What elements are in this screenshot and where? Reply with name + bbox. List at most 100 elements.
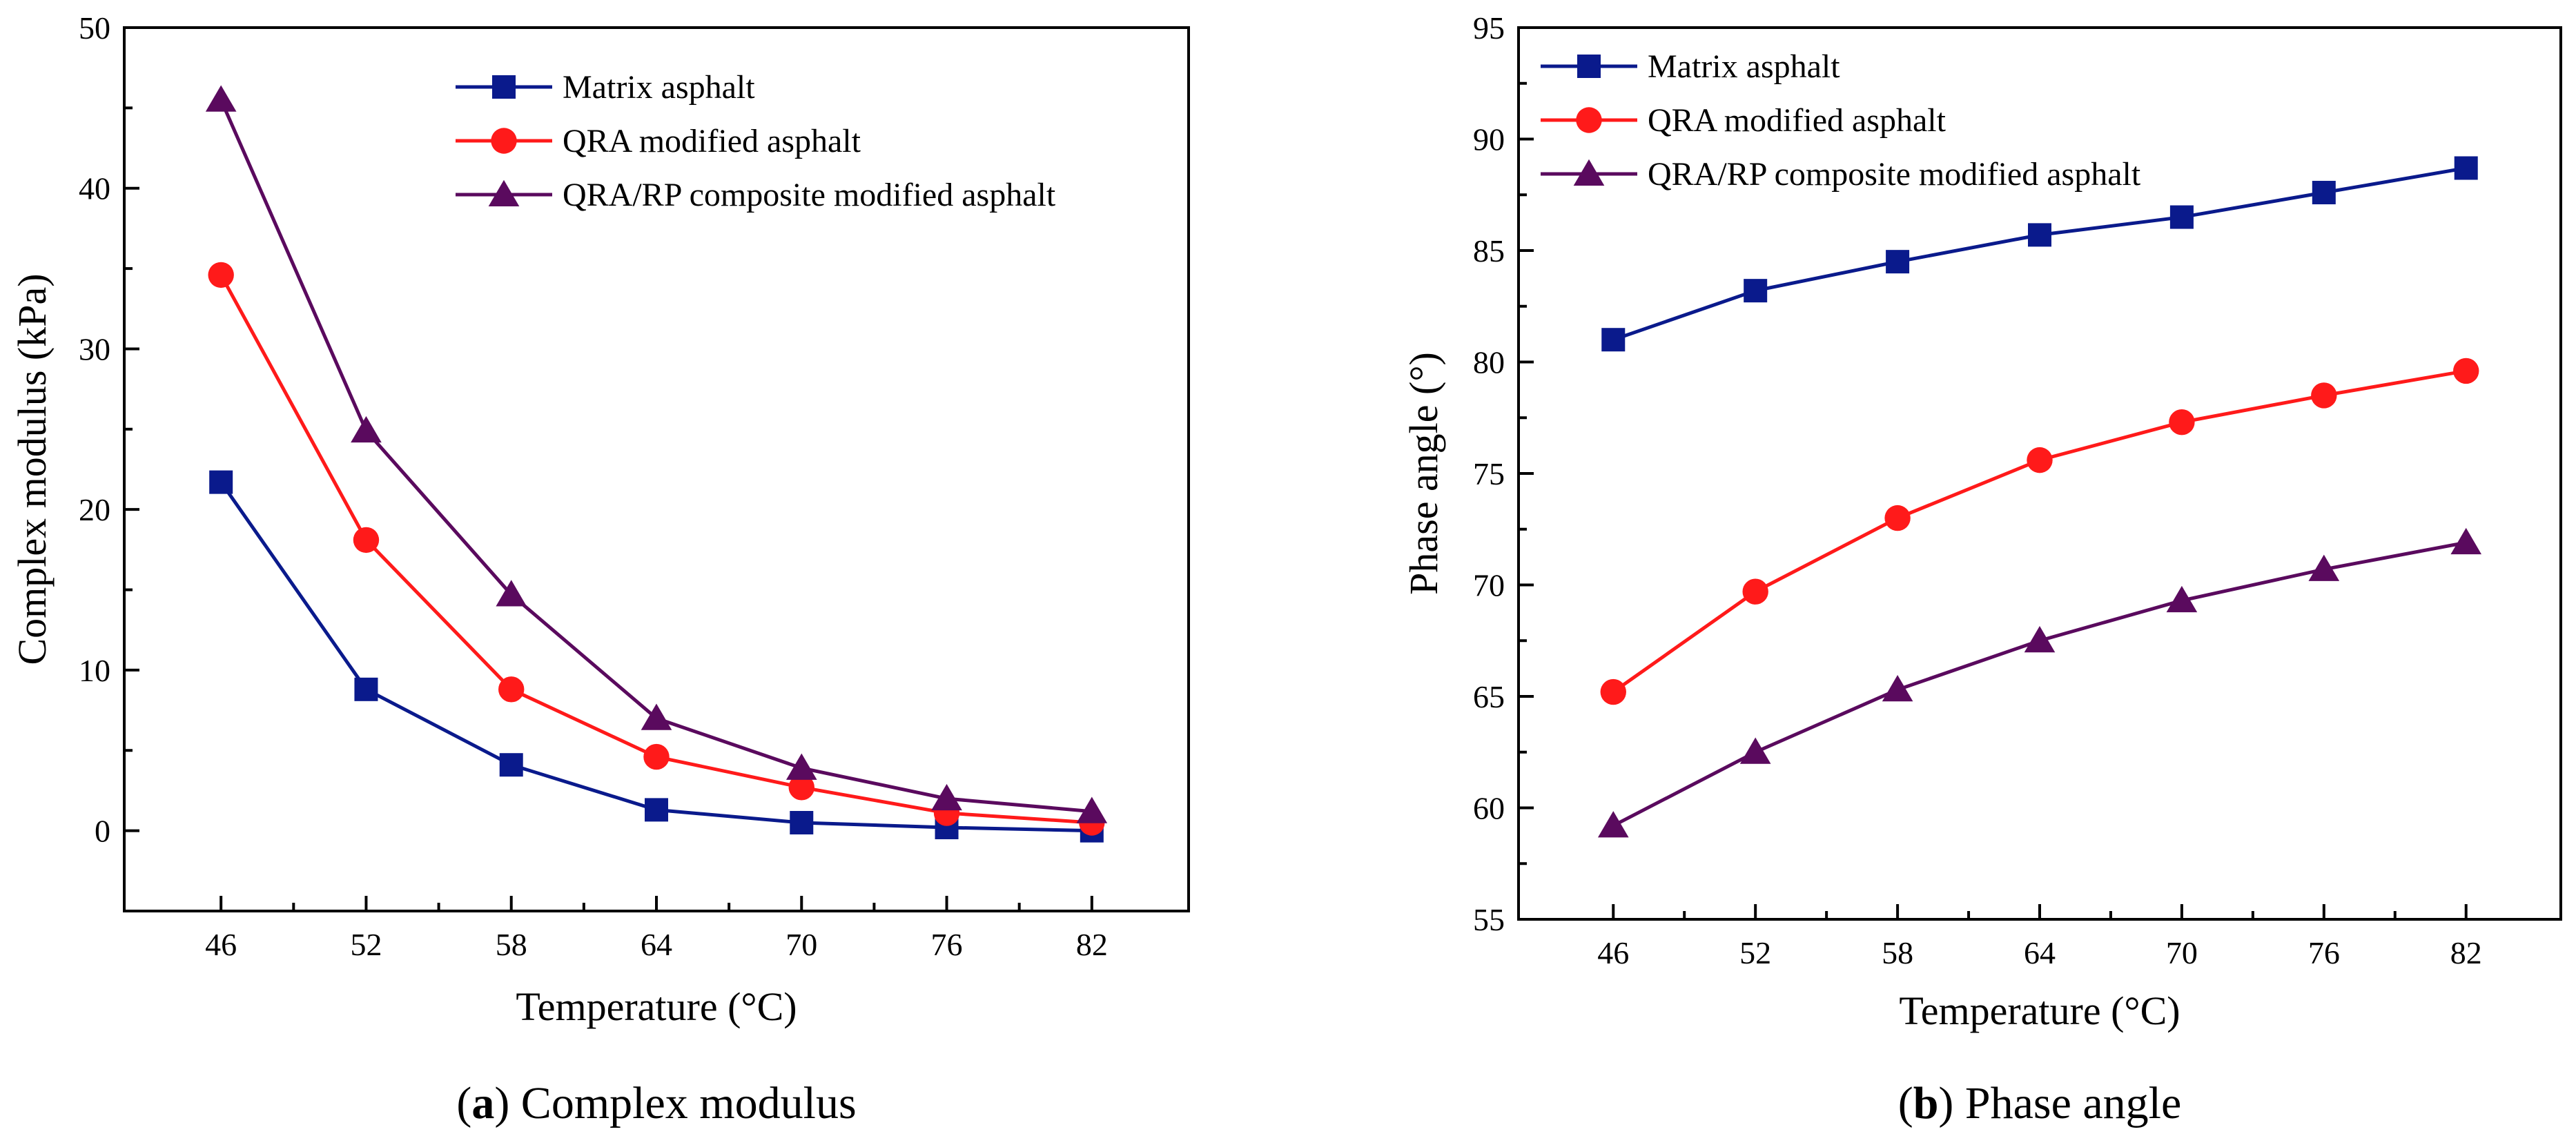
x-tick-label: 64 [641,927,672,962]
data-point [931,783,962,811]
caption-a: (a) Complex modulus [456,1078,856,1128]
x-axis: 46 52 58 64 70 76 82 [205,896,1108,962]
legend-item: QRA/RP composite modified asphalt [1541,156,2141,193]
series-line [219,481,1092,833]
legend-marker [491,128,517,154]
y-tick-label: 70 [1473,568,1505,603]
data-point [499,753,523,777]
x-axis-title: Temperature (°C) [516,984,797,1029]
data-point [2169,205,2194,229]
legend-item: QRA modified asphalt [456,123,861,159]
series-line [219,274,1092,825]
legend: Matrix asphalt QRA modified asphalt QRA/RP… [1541,48,2141,193]
data-point [1744,279,1768,303]
x-tick-label: 46 [205,927,237,962]
legend-marker [1576,107,1602,133]
series-matrix-asphalt [209,470,1104,843]
data-point [645,798,668,822]
legend-label: Matrix asphalt [1648,48,1840,85]
caption-b: (b) Phase angle [1898,1078,2182,1128]
data-point [351,415,382,443]
x-tick-label: 52 [350,927,382,962]
y-tick-label: 20 [79,492,110,527]
y-axis: 0 10 20 30 40 50 [79,10,139,849]
series-matrix-asphalt [1601,156,2478,352]
y-tick-label: 30 [79,331,110,366]
y-axis: 55 60 65 70 75 80 85 90 95 [1473,10,1534,937]
data-point [1742,578,1768,605]
data-point [1886,250,1910,274]
series-qra-modified-asphalt [1600,358,2479,705]
legend-marker [492,75,516,99]
data-point [2024,626,2056,653]
chart-phase-angle: 55 60 65 70 75 80 85 90 95 46 52 58 64 70 76 82 Matrix… [1401,10,2562,1128]
chart-complex-modulus: 0 10 20 30 40 50 46 52 58 64 70 76 82 Matrix asphal… [10,10,1190,1128]
legend-label: QRA modified asphalt [563,123,861,159]
data-point [643,743,670,770]
series-qra-rp-composite-modified-asphalt [205,85,1108,823]
x-tick-label: 64 [2024,935,2056,970]
caption-letter: a [471,1078,494,1128]
series-qra-rp-composite-modified-asphalt [1597,527,2482,838]
y-tick-label: 80 [1473,345,1505,380]
y-tick-label: 0 [95,814,110,849]
data-point [1882,675,1913,702]
x-tick-label: 58 [1882,935,1913,970]
legend-item: QRA modified asphalt [1541,102,1946,139]
data-point [498,676,525,703]
legend-label: QRA modified asphalt [1648,102,1946,139]
data-point [496,580,527,607]
legend-label: QRA/RP composite modified asphalt [563,177,1056,213]
x-tick-label: 82 [2450,935,2482,970]
x-axis-title: Temperature (°C) [1899,988,2180,1033]
data-point [354,677,378,701]
data-point [2169,409,2195,436]
data-point [2166,585,2198,613]
series-line [1612,166,2467,342]
data-point [205,85,237,112]
legend: Matrix asphalt QRA modified asphalt QRA/RP… [456,69,1056,213]
y-tick-label: 60 [1473,791,1505,826]
caption-text: Complex modulus [521,1078,857,1128]
y-axis-title: Complex modulus (kPa) [10,273,55,665]
caption-text: Phase angle [1965,1078,2181,1128]
x-tick-label: 76 [2308,935,2340,970]
data-point [2308,554,2340,581]
series-group [205,85,1108,843]
data-point [1739,737,1771,764]
data-point [1076,796,1108,823]
data-point [788,774,814,801]
y-tick-label: 40 [79,171,110,206]
legend-marker [1577,55,1601,78]
x-tick-label: 58 [496,927,527,962]
y-axis-title: Phase angle (°) [1401,352,1446,595]
data-point [786,753,817,780]
data-point [353,527,380,554]
series-line [1612,540,2467,828]
legend-marker [488,179,520,206]
x-tick-label: 82 [1076,927,1108,962]
data-point [2454,156,2478,180]
data-point [1601,328,1626,352]
plot-frame [123,26,1190,912]
x-tick-label: 70 [786,927,817,962]
series-group [1597,156,2482,838]
legend-item: Matrix asphalt [456,69,755,106]
caption-letter: b [1913,1078,1939,1128]
x-tick-label: 76 [931,927,963,962]
y-tick-label: 90 [1473,122,1505,157]
data-point [2450,527,2482,555]
data-point [2453,358,2479,384]
data-point [209,470,233,494]
y-tick-label: 50 [79,10,110,46]
series-qra-modified-asphalt [208,262,1105,836]
x-tick-label: 52 [1739,935,1771,970]
data-point [2027,447,2053,473]
data-point [1600,678,1626,705]
legend-marker [1573,159,1605,186]
x-axis: 46 52 58 64 70 76 82 [1597,904,2482,970]
y-tick-label: 55 [1473,902,1505,937]
x-tick-label: 70 [2166,935,2198,970]
y-tick-label: 75 [1473,456,1505,491]
